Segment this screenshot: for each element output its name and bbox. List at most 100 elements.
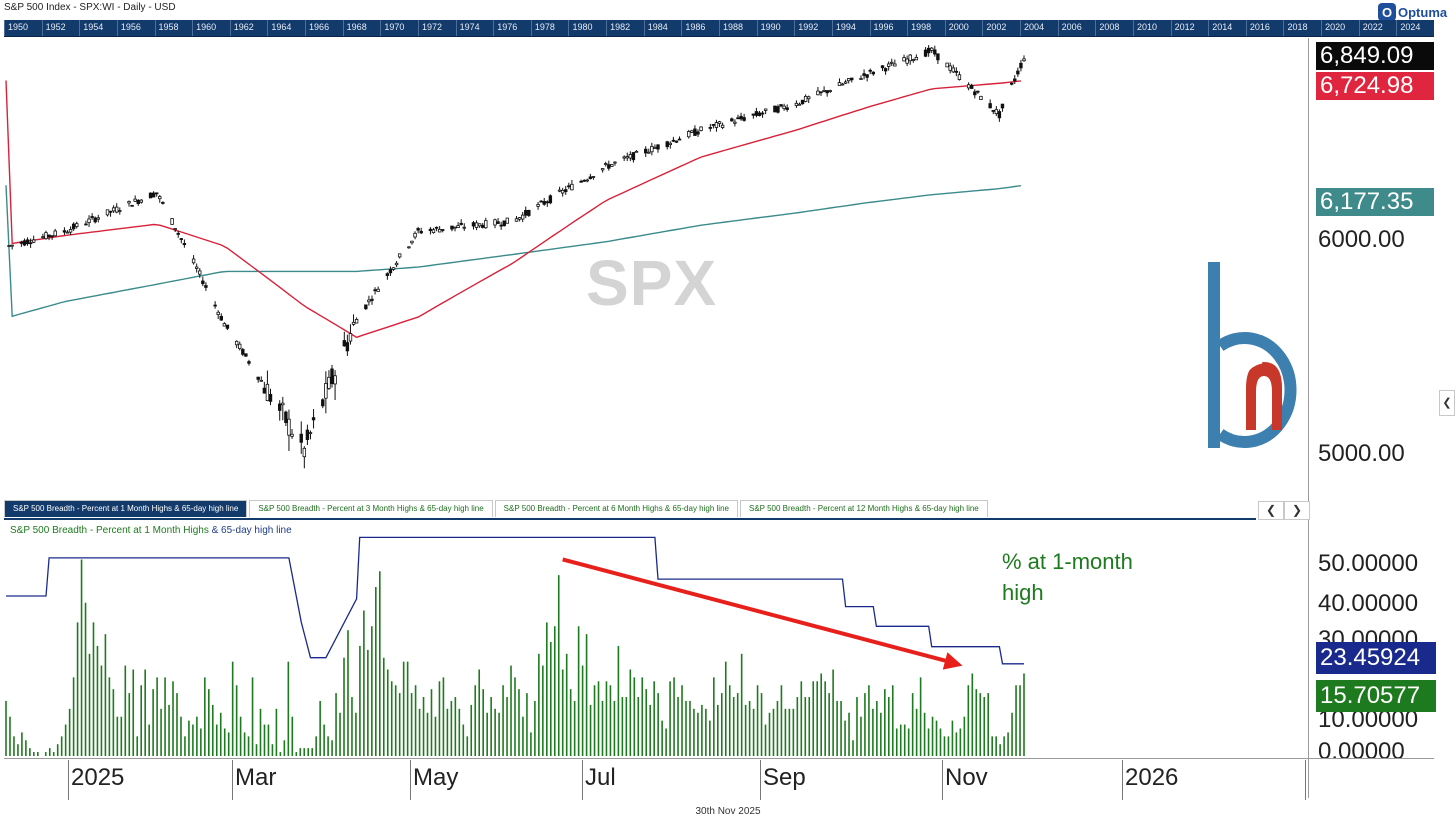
tab-prev-button[interactable]: ❮ [1258, 501, 1284, 520]
tab-1-month-highs[interactable]: S&P 500 Breadth - Percent at 1 Month Hig… [4, 500, 248, 517]
candle-body [622, 156, 626, 159]
year-strip-label[interactable]: 1958 [158, 22, 179, 32]
price-candle [757, 110, 762, 117]
price-candle [880, 65, 885, 72]
price-candle [843, 79, 848, 85]
candle-body [450, 225, 454, 230]
year-strip-label[interactable]: 1976 [497, 22, 518, 32]
year-strip-label[interactable]: 1974 [459, 22, 480, 32]
year-strip-label[interactable]: 1994 [835, 22, 856, 32]
tab-6-month-highs[interactable]: S&P 500 Breadth - Percent at 6 Month Hig… [494, 500, 738, 517]
year-strip-tick [41, 20, 43, 36]
candle-body [699, 126, 703, 131]
year-strip-label[interactable]: 1956 [120, 22, 141, 32]
optuma-logo: O Optuma [1378, 2, 1447, 22]
year-strip-tick [342, 20, 344, 36]
year-strip-label[interactable]: 2012 [1174, 22, 1195, 32]
candle-body [954, 70, 959, 73]
year-strip-label[interactable]: 1992 [798, 22, 819, 32]
year-strip-label[interactable]: 1988 [723, 22, 744, 32]
price-candle [284, 410, 288, 427]
tab-next-button[interactable]: ❯ [1284, 501, 1310, 520]
year-strip-label[interactable]: 1984 [647, 22, 668, 32]
year-strip-label[interactable]: 2000 [948, 22, 969, 32]
tab-3-month-highs[interactable]: S&P 500 Breadth - Percent at 3 Month Hig… [249, 500, 493, 517]
year-strip-label[interactable]: 1996 [873, 22, 894, 32]
price-candle [973, 89, 977, 99]
tab-12-month-highs[interactable]: S&P 500 Breadth - Percent at 12 Month Hi… [739, 500, 988, 517]
candle-body [730, 118, 734, 122]
year-strip-tick [907, 20, 909, 36]
price-candle [665, 140, 669, 150]
year-strip-label[interactable]: 1986 [685, 22, 706, 32]
candle-body [868, 69, 872, 72]
year-strip-label[interactable]: 2014 [1212, 22, 1233, 32]
year-strip-tick [1321, 20, 1323, 36]
candle-body [456, 225, 460, 228]
year-strip-label[interactable]: 1990 [760, 22, 781, 32]
price-candle [201, 276, 205, 287]
year-strip-label[interactable]: 1962 [233, 22, 254, 32]
year-strip-label[interactable]: 1952 [45, 22, 66, 32]
candle-body [557, 189, 562, 192]
price-candle [696, 129, 700, 137]
candle-body [650, 145, 654, 153]
year-strip-label[interactable]: 2006 [1061, 22, 1082, 32]
year-strip-label[interactable]: 1980 [572, 22, 593, 32]
price-candle [176, 230, 180, 238]
year-strip-tick [1132, 20, 1134, 36]
year-strip-label[interactable]: 2024 [1400, 22, 1421, 32]
price-candle [948, 62, 952, 74]
candle-body [893, 63, 897, 67]
price-candle [238, 341, 242, 351]
year-strip-label[interactable]: 1982 [610, 22, 631, 32]
year-strip-label[interactable]: 1960 [196, 22, 217, 32]
year-strip-tick [493, 20, 495, 36]
candle-body [520, 214, 525, 220]
symbol-watermark: SPX [586, 247, 718, 319]
candle-body [785, 107, 789, 110]
year-strip-label[interactable]: 1972 [421, 22, 442, 32]
year-strip-label[interactable]: 2018 [1287, 22, 1308, 32]
year-strip-label[interactable]: 2008 [1099, 22, 1120, 32]
year-strip-label[interactable]: 1954 [83, 22, 104, 32]
year-strip-label[interactable]: 2010 [1136, 22, 1157, 32]
x-axis-tick [1122, 760, 1123, 800]
year-strip-tick [982, 20, 984, 36]
year-strip-label[interactable]: 2020 [1325, 22, 1346, 32]
candle-body [779, 104, 783, 107]
year-strip-label[interactable]: 1964 [271, 22, 292, 32]
year-strip-label[interactable]: 1998 [911, 22, 932, 32]
price-candle [527, 209, 531, 217]
side-panel-toggle[interactable]: ❮ [1439, 390, 1455, 416]
high-line-value-tag: 23.45924 [1316, 642, 1436, 674]
year-strip-label[interactable]: 2016 [1249, 22, 1270, 32]
price-candle [281, 396, 285, 421]
candle-body [477, 223, 482, 227]
year-strip-label[interactable]: 1978 [534, 22, 555, 32]
price-candle [108, 210, 113, 217]
price-candle [647, 148, 651, 154]
year-strip-label[interactable]: 1966 [309, 22, 330, 32]
year-strip-label[interactable]: 2004 [1024, 22, 1045, 32]
candle-body [413, 232, 417, 238]
candle-body [837, 82, 842, 86]
price-candle [785, 104, 789, 112]
candle-body [351, 321, 356, 325]
year-strip-label[interactable]: 2022 [1362, 22, 1383, 32]
candle-body [545, 201, 549, 204]
price-candle [462, 223, 466, 231]
year-strip-label[interactable]: 1950 [8, 22, 29, 32]
candle-body [736, 117, 740, 120]
price-chart[interactable] [0, 38, 1308, 498]
price-candle [604, 161, 608, 167]
price-candle [631, 152, 636, 163]
price-candle [914, 54, 919, 61]
year-strip-label[interactable]: 2002 [986, 22, 1007, 32]
ma50-line [5, 80, 1021, 339]
year-strip-label[interactable]: 1968 [346, 22, 367, 32]
year-strip-label[interactable]: 1970 [384, 22, 405, 32]
year-navigator-strip[interactable]: 1950 1952 1954 1956 1958 1960 1962 1964 1966 1968… [4, 20, 1434, 37]
candle-body [970, 84, 974, 89]
breadth-indicator-chart[interactable] [0, 520, 1308, 758]
